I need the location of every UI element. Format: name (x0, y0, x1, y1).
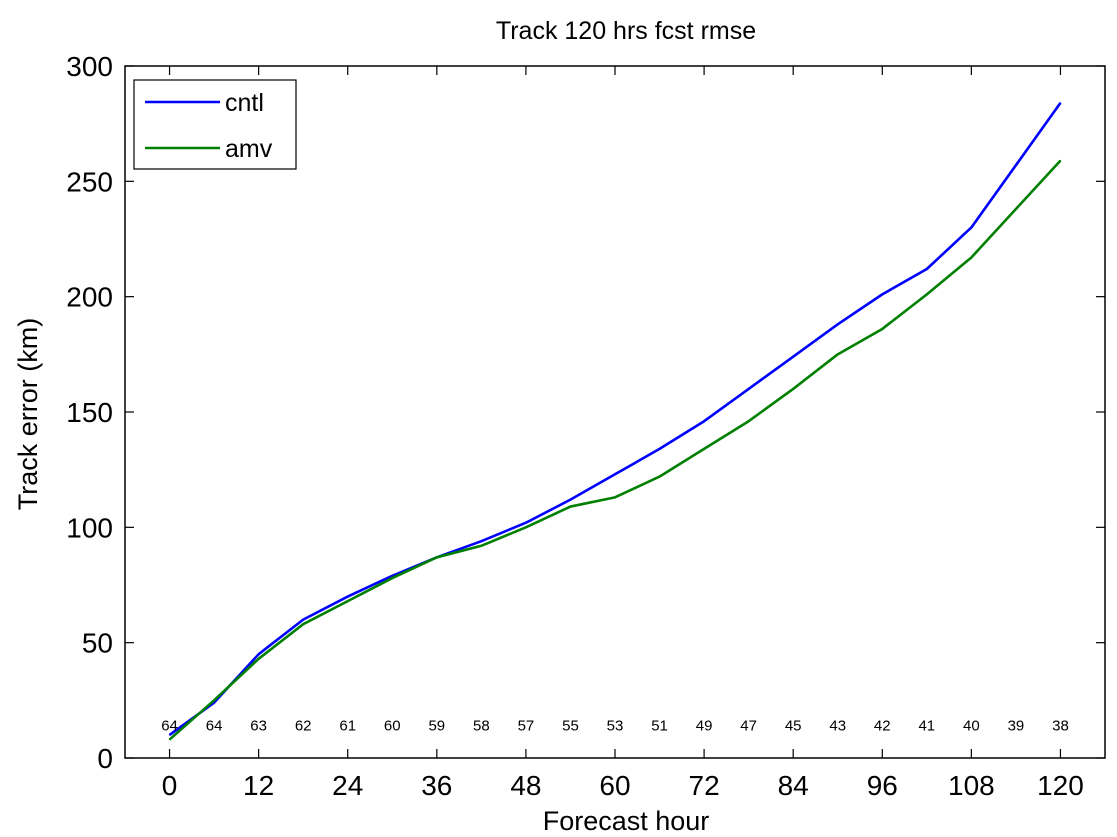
data-point-cntl (258, 653, 260, 655)
data-point-cntl (926, 268, 928, 270)
sample-count-label: 64 (161, 718, 178, 735)
sample-count-label: 39 (1008, 718, 1025, 735)
sample-count-label: 42 (874, 718, 891, 735)
x-tick-label: 12 (243, 770, 274, 801)
data-point-cntl (168, 734, 171, 736)
data-point-cntl (391, 575, 393, 577)
data-point-cntl (970, 226, 972, 229)
data-point-cntl (302, 619, 304, 621)
data-point-amv (168, 738, 171, 741)
x-tick-label: 0 (162, 770, 178, 801)
x-axis-label: Forecast hour (543, 806, 710, 836)
data-point-cntl (569, 499, 572, 501)
data-point-amv (525, 526, 527, 528)
sample-count-label: 40 (963, 718, 980, 735)
legend: cntl amv (133, 79, 297, 170)
x-tick-label: 96 (867, 770, 898, 801)
sample-count-label: 59 (428, 718, 445, 735)
sample-count-label: 53 (607, 718, 624, 735)
y-axis-label: Track error (km) (13, 318, 43, 510)
data-point-amv (347, 600, 349, 602)
data-point-amv (658, 475, 661, 478)
sample-count-label: 45 (785, 718, 802, 735)
series-line-amv (168, 159, 1062, 741)
data-point-amv (391, 577, 393, 579)
data-point-amv (748, 420, 750, 422)
data-point-amv (970, 256, 972, 259)
data-point-amv (1059, 159, 1062, 162)
data-point-cntl (703, 420, 705, 422)
sample-count-label: 51 (651, 718, 668, 735)
legend-label-cntl: cntl (225, 89, 264, 117)
x-tick-label: 60 (599, 770, 630, 801)
y-tick-label: 50 (82, 628, 113, 659)
sample-count-label: 62 (295, 718, 312, 735)
data-point-cntl (881, 293, 883, 295)
data-point-amv (302, 623, 304, 625)
sample-count-label: 49 (696, 718, 713, 735)
x-tick-label: 120 (1037, 770, 1084, 801)
data-point-amv (213, 699, 215, 701)
x-tick-label: 36 (421, 770, 452, 801)
data-point-cntl (614, 473, 616, 475)
data-point-amv (792, 388, 794, 390)
y-tick-label: 200 (66, 282, 113, 313)
data-point-amv (258, 658, 260, 660)
data-point-amv (614, 496, 616, 498)
sample-count-label: 58 (473, 718, 490, 735)
data-point-cntl (658, 448, 661, 450)
x-tick-label: 72 (689, 770, 720, 801)
data-point-amv (569, 505, 572, 508)
legend-box (133, 79, 297, 170)
data-point-cntl (837, 323, 839, 325)
data-point-amv (480, 545, 482, 547)
data-point-amv (837, 353, 839, 355)
data-point-cntl (792, 356, 794, 358)
data-point-cntl (1059, 102, 1062, 104)
y-tick-label: 100 (66, 512, 113, 543)
sample-count-label: 60 (384, 718, 401, 735)
sample-count-label: 43 (829, 718, 846, 735)
x-tick-label: 48 (510, 770, 541, 801)
plot-area-frame (124, 65, 1106, 759)
y-tick-label: 250 (66, 166, 113, 197)
data-point-cntl (213, 702, 215, 704)
sample-count-label: 63 (250, 718, 267, 735)
sample-count-label: 55 (562, 718, 579, 735)
data-point-amv (881, 328, 883, 330)
data-point-cntl (525, 522, 527, 524)
chart-title: Track 120 hrs fcst rmse (496, 17, 756, 45)
data-point-amv (1015, 208, 1017, 210)
data-point-cntl (748, 388, 750, 390)
data-point-amv (703, 448, 705, 450)
x-tick-label: 84 (778, 770, 809, 801)
legend-label-amv: amv (225, 135, 273, 163)
sample-count-label: 64 (206, 718, 223, 735)
series-line-cntl (168, 102, 1062, 736)
sample-count-label: 47 (740, 718, 757, 735)
y-tick-label: 300 (66, 51, 113, 82)
data-point-cntl (347, 595, 349, 598)
x-tick-label: 24 (332, 770, 363, 801)
sample-count-label: 61 (339, 718, 356, 735)
x-tick-label: 108 (948, 770, 995, 801)
sample-count-label: 41 (918, 718, 935, 735)
sample-count-label: 57 (518, 718, 535, 735)
sample-count-label: 38 (1052, 718, 1069, 735)
y-tick-label: 150 (66, 397, 113, 428)
y-tick-label: 0 (97, 743, 113, 774)
data-point-cntl (1015, 164, 1017, 166)
data-point-cntl (480, 540, 482, 542)
data-point-amv (926, 293, 928, 295)
data-point-amv (436, 556, 438, 558)
